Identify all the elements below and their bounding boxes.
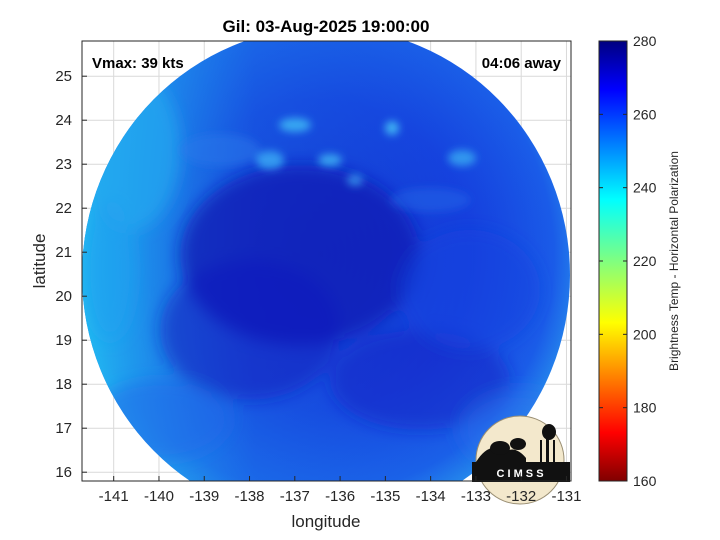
x-tick-label: -134 <box>416 488 446 505</box>
colorbar-tick-label: 260 <box>633 106 657 122</box>
colorbar-label: Brightness Temp - Horizontal Polarizatio… <box>667 151 681 371</box>
x-tick-label: -133 <box>461 488 491 505</box>
y-tick-label: 20 <box>55 288 72 305</box>
logo-text: C I M S S <box>496 468 543 480</box>
colorbar-tick-label: 280 <box>633 33 657 49</box>
x-axis-label: longitude <box>291 512 360 531</box>
y-tick-label: 19 <box>55 332 72 349</box>
x-tick-label: -139 <box>189 488 219 505</box>
axes-frame <box>81 40 572 482</box>
y-axis-ticks: 16 17 18 19 20 21 22 23 24 25 <box>55 68 87 481</box>
colorbar-tick-label: 200 <box>633 326 657 342</box>
y-tick-label: 18 <box>55 376 72 393</box>
y-tick-label: 16 <box>55 464 72 481</box>
x-tick-label: -135 <box>370 488 400 505</box>
time-away-label: 04:06 away <box>482 55 562 72</box>
x-tick-label: -141 <box>99 488 129 505</box>
chart-title: Gil: 03-Aug-2025 19:00:00 <box>223 17 430 36</box>
y-axis-label: latitude <box>30 234 49 289</box>
x-tick-label: -131 <box>551 488 581 505</box>
cimss-logo: C I M S S <box>472 415 570 505</box>
x-tick-label: -138 <box>235 488 265 505</box>
x-tick-label: -140 <box>144 488 174 505</box>
colorbar-tick-label: 180 <box>633 400 657 416</box>
colorbar-ticks: 160 180 200 220 240 260 280 <box>599 33 657 489</box>
y-tick-label: 22 <box>55 200 72 217</box>
colorbar-tick-label: 220 <box>633 253 657 269</box>
y-tick-label: 21 <box>55 244 72 261</box>
colorbar-tick-label: 160 <box>633 473 657 489</box>
colorbar-tick-label: 240 <box>633 180 657 196</box>
y-tick-label: 24 <box>55 112 72 129</box>
vmax-label: Vmax: 39 kts <box>92 55 184 72</box>
x-tick-label: -136 <box>325 488 355 505</box>
x-tick-label: -137 <box>280 488 310 505</box>
colorbar-gradient <box>598 40 628 482</box>
x-tick-label: -132 <box>506 488 536 505</box>
y-tick-label: 17 <box>55 420 72 437</box>
x-axis-ticks: -141 -140 -139 -138 -137 -136 -135 -134 -133 -132… <box>99 476 581 505</box>
colorbar: 160 180 200 220 240 260 280 Brightness Temp - … <box>598 33 681 489</box>
y-tick-label: 25 <box>55 68 72 85</box>
y-tick-label: 23 <box>55 156 72 173</box>
